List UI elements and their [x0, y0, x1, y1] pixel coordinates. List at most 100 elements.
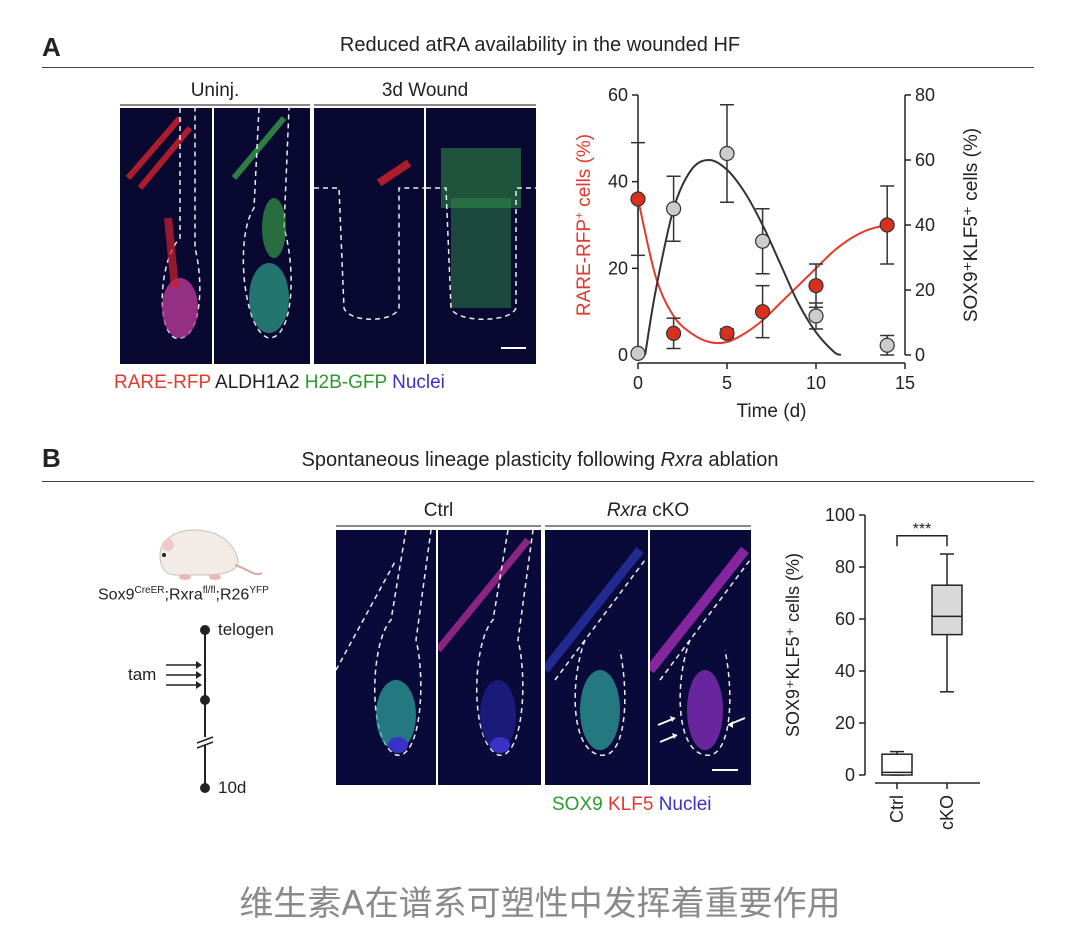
data-point-right [630, 345, 646, 361]
group-rule-ctrl [336, 525, 541, 527]
data-point-right [755, 233, 771, 249]
genotype-sox9-sup: CreER [134, 585, 165, 596]
legend-aldh1a2: ALDH1A2 [215, 372, 300, 393]
follicle-outline [314, 108, 424, 364]
y-tick-label: 60 [835, 609, 855, 629]
legend-sox9: SOX9 [552, 794, 603, 815]
group-label-cko-gene: Rxra [606, 500, 647, 521]
panel-b-title-suffix: ablation [702, 449, 779, 471]
follicle-outline [336, 530, 436, 785]
left-y-tick-label: 20 [608, 258, 628, 278]
data-point-left [879, 217, 895, 233]
right-y-tick-label: 40 [915, 215, 935, 235]
y-tick-label: 40 [835, 661, 855, 681]
data-point-left [755, 304, 771, 320]
micrograph-ctrl-sox9 [336, 530, 436, 785]
left-y-axis-label: RARE-RFP+ cells (%) [572, 134, 595, 316]
x-tick-label: 15 [895, 373, 915, 393]
x-tick-label: 0 [633, 373, 643, 393]
y-tick-label: 20 [835, 713, 855, 733]
x-tick-label: 5 [722, 373, 732, 393]
group-label-cko: Rxra cKO [545, 500, 751, 522]
x-tick-label: cKO [937, 795, 957, 830]
genotype-label: Sox9CreER;Rxrafl/fl;R26YFP [98, 585, 269, 604]
timeline-tam: tam [128, 665, 157, 684]
legend-klf5: KLF5 [607, 794, 654, 815]
micrograph-cko-klf5 [650, 530, 751, 785]
left-y-tick-label: 0 [618, 345, 628, 365]
data-point-left [808, 278, 824, 294]
genotype-rxra: Rxra [168, 586, 203, 604]
genotype-r26: R26 [219, 586, 250, 604]
x-axis-label: Time (d) [736, 401, 806, 422]
x-tick-label: 10 [806, 373, 826, 393]
legend-h2b-gfp: H2B-GFP [304, 372, 387, 393]
panel-b-title: Spontaneous lineage plasticity following… [180, 449, 900, 472]
follicle-outline [545, 530, 648, 785]
panel-b-title-gene: Rxra [660, 449, 703, 471]
significance-bracket [896, 535, 948, 547]
mouse-illustration [159, 529, 263, 580]
right-y-tick-label: 60 [915, 150, 935, 170]
data-point-left [665, 325, 682, 341]
data-point-right [879, 337, 895, 353]
legend-panel-a: RARE-RFP ALDH1A2 H2B-GFP Nuclei [114, 372, 445, 394]
micrograph-wound-rfp [314, 108, 424, 364]
data-point-left [719, 325, 735, 341]
follicle-outline [438, 530, 541, 785]
data-point-right [719, 145, 735, 162]
box-plot-chart: 0 20 40 60 80 100 SOX9⁺KLF5⁺ cells (%) Ctrl cKO *… [783, 505, 980, 830]
micrograph-uninj-rfp [120, 108, 212, 364]
timeline-10d: 10d [218, 778, 247, 797]
x-tick-label: Ctrl [887, 795, 907, 823]
follicle-outline [650, 530, 751, 785]
panel-b-title-prefix: Spontaneous lineage plasticity following [301, 449, 661, 471]
y-tick-label: 100 [825, 505, 855, 525]
follicle-outline [426, 108, 536, 364]
legend-panel-b: SOX9 KLF5 Nuclei [552, 794, 712, 816]
genotype-sep: ; [215, 586, 220, 604]
genotype-r26-sup: YFP [249, 585, 269, 596]
group-label-cko-suffix: cKO [646, 500, 690, 521]
right-y-tick-label: 0 [915, 345, 925, 365]
box-ctrl [881, 753, 913, 776]
panel-b-letter: B [42, 443, 61, 473]
group-label-uninj: Uninj. [190, 80, 240, 101]
figure-caption: 维生素A在谱系可塑性中发挥着重要作用 [239, 884, 841, 924]
group-rule-uninj [120, 104, 310, 106]
right-y-tick-label: 20 [915, 280, 935, 300]
right-y-tick-label: 80 [915, 85, 935, 105]
panel-b-rule [42, 481, 1034, 482]
panel-a-title: Reduced atRA availability in the wounded… [339, 34, 741, 56]
genotype-sox9: Sox9 [98, 586, 135, 604]
timeline-telogen: telogen [218, 620, 274, 639]
micrograph-ctrl-klf5 [438, 530, 541, 785]
panel-a-letter: A [42, 32, 61, 62]
significance-label: *** [913, 521, 932, 538]
genotype-rxra-sup: fl/fl [202, 585, 216, 596]
data-point-left [630, 191, 646, 207]
group-rule-wound [314, 104, 536, 106]
legend-nuclei: Nuclei [392, 372, 445, 393]
micrograph-cko-sox9 [545, 530, 648, 785]
right-y-axis-label: SOX9⁺KLF5⁺ cells (%) [961, 128, 982, 322]
y-axis-label: SOX9⁺KLF5⁺ cells (%) [783, 553, 803, 737]
group-label-wound: 3d Wound [381, 80, 469, 101]
timeline-diagram [166, 625, 214, 793]
left-y-tick-label: 40 [608, 172, 628, 192]
micrograph-wound-gfp [426, 108, 536, 364]
data-point-right [665, 201, 682, 217]
y-tick-label: 80 [835, 557, 855, 577]
legend-nuclei-b: Nuclei [658, 794, 712, 815]
follicle-outline [214, 108, 310, 364]
panel-a-rule [42, 67, 1034, 68]
micrograph-uninj-aldh [214, 108, 310, 364]
left-y-tick-label: 60 [608, 85, 628, 105]
data-point-right [808, 308, 824, 324]
genotype-sep: ; [164, 586, 169, 604]
follicle-outline [120, 108, 212, 364]
box-cko [931, 584, 963, 636]
group-label-ctrl: Ctrl [423, 500, 454, 521]
fit-curve-right [644, 158, 842, 356]
y-tick-label: 0 [845, 765, 855, 785]
